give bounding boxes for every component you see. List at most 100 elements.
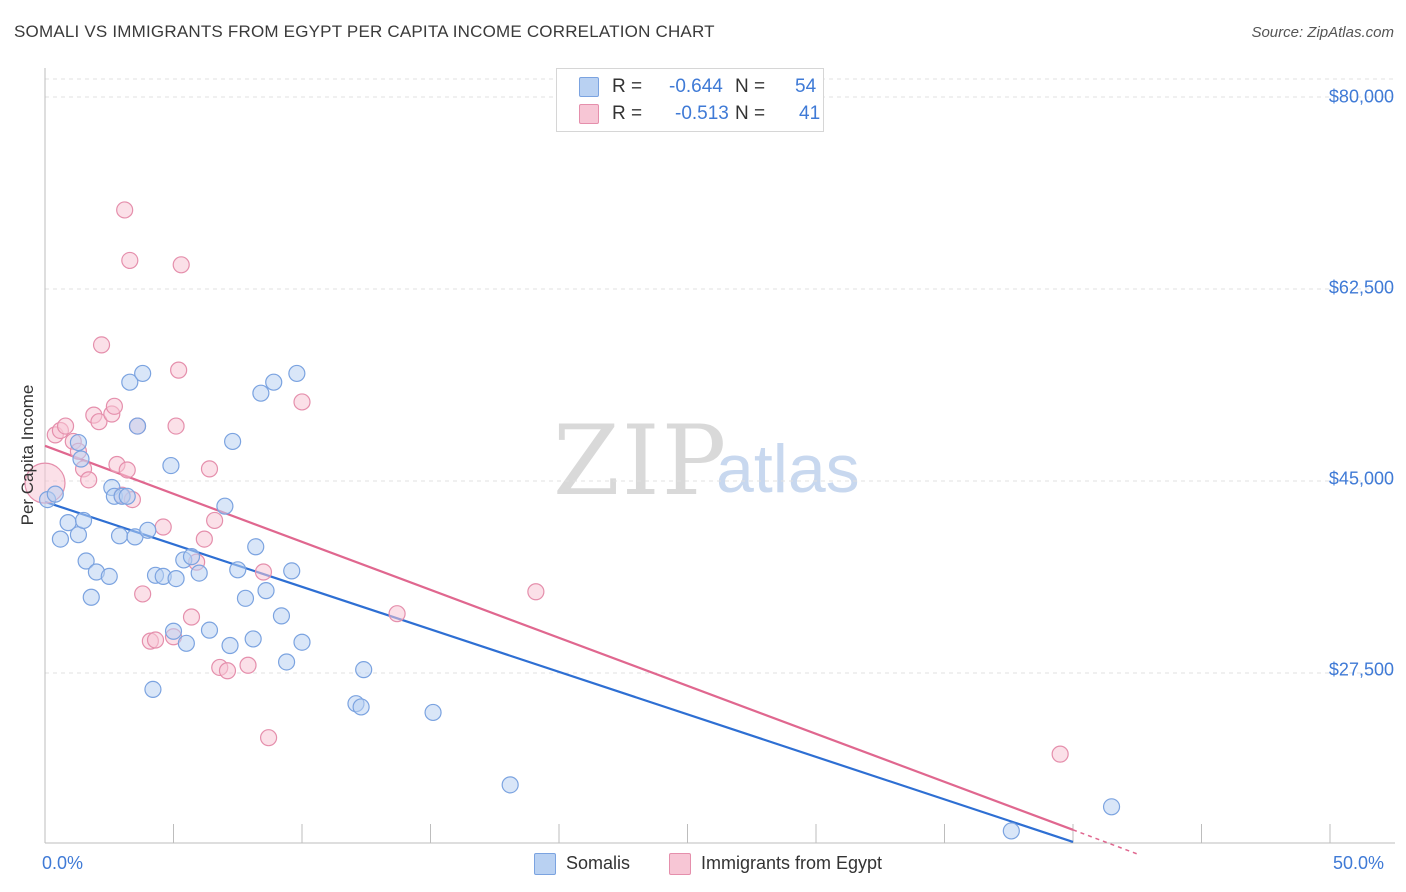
data-point-somalis (144, 680, 162, 699)
data-point-somalis (216, 497, 234, 515)
data-point-egypt (527, 583, 545, 601)
data-point-somalis (118, 487, 136, 505)
data-point-somalis (352, 698, 370, 716)
data-point-somalis (46, 485, 64, 503)
data-point-somalis (74, 511, 93, 530)
egypt-swatch (579, 104, 599, 124)
point-layer (24, 201, 1121, 840)
r-label: R = (612, 76, 643, 97)
data-point-somalis (162, 456, 180, 475)
data-point-somalis (221, 636, 239, 655)
somalis-r-value: -0.644 (669, 76, 723, 97)
data-point-somalis (190, 564, 208, 582)
watermark-zip: ZIP (553, 405, 729, 517)
data-point-somalis (167, 569, 185, 588)
data-point-egypt (388, 605, 406, 623)
data-point-egypt (182, 608, 201, 626)
trendline-egypt (44, 444, 1074, 831)
data-point-egypt (1051, 745, 1069, 763)
axis-layer (44, 68, 1395, 844)
data-point-somalis (247, 538, 265, 556)
y-tick-label-45000: $45,000 (1328, 468, 1394, 489)
data-point-egypt (146, 631, 165, 649)
y-axis-label: Per Capita Income (18, 384, 37, 526)
data-point-egypt (118, 461, 136, 479)
data-point-somalis (134, 364, 152, 383)
legend-swatch-somalis (534, 853, 556, 875)
data-point-somalis (355, 661, 373, 679)
data-point-somalis (265, 373, 283, 391)
data-point-somalis (501, 776, 519, 794)
y-tick-label-62500: $62,500 (1328, 277, 1394, 298)
data-point-egypt (92, 336, 111, 354)
data-point-egypt (239, 656, 257, 674)
data-point-somalis (229, 561, 247, 579)
data-point-somalis (288, 364, 306, 383)
data-point-somalis (69, 433, 88, 452)
data-point-egypt (90, 413, 108, 431)
data-point-somalis (424, 703, 442, 722)
data-point-somalis (82, 588, 100, 606)
data-point-somalis (283, 562, 301, 580)
data-point-egypt (259, 729, 278, 747)
data-point-egypt (105, 397, 123, 415)
data-point-somalis (110, 527, 129, 545)
grid-layer (45, 78, 1395, 674)
data-point-somalis (252, 384, 270, 402)
egypt-r-value: -0.513 (675, 103, 729, 124)
data-point-somalis (224, 432, 242, 451)
r-label: R = (612, 103, 643, 124)
x-tick-label-min: 0.0% (42, 853, 84, 873)
data-point-somalis (293, 633, 311, 651)
trendline-egypt-extension (1072, 829, 1138, 855)
somalis-n-value: 54 (795, 76, 817, 97)
data-point-somalis (77, 552, 95, 570)
data-point-egypt (80, 471, 98, 489)
n-label: N = (735, 103, 766, 124)
data-point-egypt (56, 417, 75, 435)
data-point-egypt (218, 662, 237, 680)
legend-label-somalis: Somalis (566, 853, 631, 873)
data-point-egypt (293, 393, 311, 411)
data-point-somalis (100, 567, 118, 585)
data-point-somalis (128, 417, 147, 435)
data-point-somalis (164, 622, 183, 640)
n-label: N = (735, 76, 766, 97)
data-point-egypt (121, 251, 139, 270)
data-point-somalis (51, 530, 70, 548)
data-point-egypt (170, 361, 188, 379)
data-point-somalis (236, 589, 255, 607)
somalis-swatch (579, 77, 599, 97)
watermark-atlas: atlas (716, 431, 860, 507)
data-point-somalis (139, 521, 157, 539)
data-point-somalis (200, 621, 219, 639)
data-point-egypt (172, 256, 190, 274)
legend-label-egypt: Immigrants from Egypt (701, 853, 883, 873)
data-point-egypt (195, 530, 213, 548)
chart-title: SOMALI VS IMMIGRANTS FROM EGYPT PER CAPI… (14, 22, 715, 41)
data-point-somalis (244, 630, 262, 648)
trend-layer (44, 444, 1138, 855)
data-point-egypt (206, 511, 224, 530)
data-point-egypt (134, 585, 152, 603)
data-point-somalis (69, 526, 88, 544)
egypt-n-value: 41 (799, 103, 821, 124)
trendline-somalis (44, 500, 1074, 843)
data-point-egypt (167, 417, 185, 435)
data-point-somalis (121, 373, 139, 391)
data-point-egypt (200, 460, 219, 478)
y-tick-label-80000: $80,000 (1328, 86, 1394, 107)
data-point-somalis (72, 450, 90, 468)
y-tick-label-27500: $27,500 (1328, 659, 1394, 680)
x-tick-label-max: 50.0% (1333, 853, 1385, 873)
data-point-egypt (254, 563, 273, 581)
data-point-somalis (272, 607, 291, 625)
data-point-somalis (277, 653, 296, 671)
data-point-somalis (177, 634, 195, 652)
data-point-somalis (182, 548, 201, 566)
data-point-somalis (1002, 822, 1020, 840)
data-point-egypt (154, 518, 172, 536)
data-point-egypt (116, 201, 134, 219)
data-point-somalis (257, 582, 275, 600)
